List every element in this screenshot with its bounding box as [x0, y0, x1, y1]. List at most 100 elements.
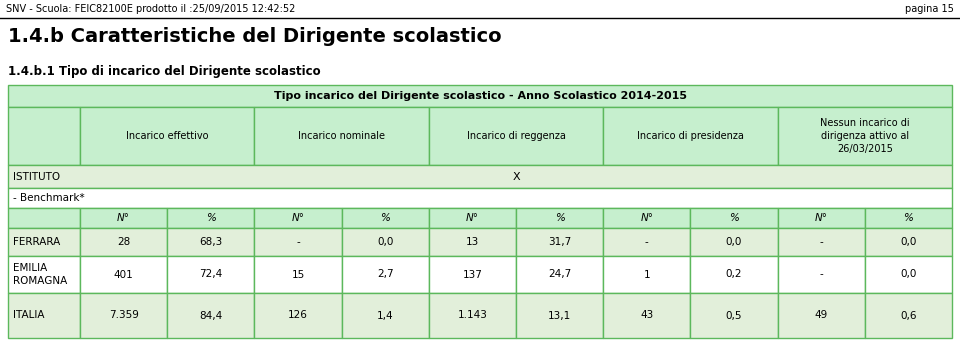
Bar	[516, 208, 603, 228]
Bar	[80, 208, 167, 228]
Bar	[603, 256, 690, 293]
Text: Incarico di reggenza: Incarico di reggenza	[467, 131, 565, 141]
Text: 126: 126	[288, 311, 308, 321]
Bar	[8, 165, 952, 188]
Bar	[8, 107, 80, 165]
Text: - Benchmark*: - Benchmark*	[13, 193, 84, 203]
Text: %: %	[205, 213, 216, 223]
Bar	[778, 256, 865, 293]
Text: ITALIA: ITALIA	[13, 311, 44, 321]
Text: 43: 43	[640, 311, 654, 321]
Bar	[80, 293, 167, 338]
Bar	[167, 256, 254, 293]
Bar	[8, 293, 80, 338]
Text: 1.143: 1.143	[458, 311, 488, 321]
Text: SNV - Scuola: FEIC82100E prodotto il :25/09/2015 12:42:52: SNV - Scuola: FEIC82100E prodotto il :25…	[6, 4, 296, 14]
Text: 0,0: 0,0	[900, 269, 917, 280]
Bar	[429, 107, 603, 165]
Text: 15: 15	[292, 269, 304, 280]
Bar	[254, 208, 342, 228]
Text: N°: N°	[117, 213, 131, 223]
Text: %: %	[380, 213, 390, 223]
Bar	[516, 256, 603, 293]
Text: Incarico effettivo: Incarico effettivo	[126, 131, 208, 141]
Bar	[254, 107, 429, 165]
Bar	[8, 208, 80, 228]
Bar	[254, 293, 342, 338]
Text: 13: 13	[466, 237, 479, 247]
Bar	[865, 228, 952, 256]
Text: 1,4: 1,4	[377, 311, 394, 321]
Bar	[516, 293, 603, 338]
Text: 7.359: 7.359	[108, 311, 138, 321]
Bar	[429, 208, 516, 228]
Text: 1: 1	[643, 269, 650, 280]
Bar	[342, 256, 429, 293]
Bar	[429, 293, 516, 338]
Text: ISTITUTO: ISTITUTO	[13, 172, 60, 181]
Bar	[778, 107, 952, 165]
Text: 0,6: 0,6	[900, 311, 917, 321]
Bar	[603, 107, 778, 165]
Bar	[690, 208, 778, 228]
Text: N°: N°	[640, 213, 654, 223]
Bar	[80, 107, 254, 165]
Bar	[254, 228, 342, 256]
Bar	[690, 228, 778, 256]
Bar	[167, 228, 254, 256]
Bar	[80, 256, 167, 293]
Text: Incarico nominale: Incarico nominale	[299, 131, 385, 141]
Bar	[865, 256, 952, 293]
Bar	[167, 208, 254, 228]
Bar	[254, 256, 342, 293]
Text: 84,4: 84,4	[199, 311, 223, 321]
Text: -: -	[819, 237, 823, 247]
Text: 401: 401	[113, 269, 133, 280]
Bar	[0, 0, 960, 18]
Text: -: -	[645, 237, 649, 247]
Text: %: %	[555, 213, 564, 223]
Bar	[8, 85, 952, 107]
Bar	[8, 256, 80, 293]
Bar	[690, 256, 778, 293]
Bar	[342, 293, 429, 338]
Text: 49: 49	[815, 311, 828, 321]
Text: N°: N°	[292, 213, 304, 223]
Text: N°: N°	[815, 213, 828, 223]
Bar	[342, 208, 429, 228]
Bar	[8, 228, 80, 256]
Text: 0,0: 0,0	[900, 237, 917, 247]
Text: FERRARA: FERRARA	[13, 237, 60, 247]
Bar	[690, 293, 778, 338]
Bar	[603, 293, 690, 338]
Bar	[778, 228, 865, 256]
Text: -: -	[296, 237, 300, 247]
Bar	[516, 228, 603, 256]
Text: %: %	[729, 213, 739, 223]
Text: 24,7: 24,7	[548, 269, 571, 280]
Text: Tipo incarico del Dirigente scolastico - Anno Scolastico 2014-2015: Tipo incarico del Dirigente scolastico -…	[274, 91, 686, 101]
Text: 1.4.b.1 Tipo di incarico del Dirigente scolastico: 1.4.b.1 Tipo di incarico del Dirigente s…	[8, 65, 321, 78]
Bar	[429, 228, 516, 256]
Text: Incarico di presidenza: Incarico di presidenza	[637, 131, 744, 141]
Bar	[342, 228, 429, 256]
Text: 137: 137	[463, 269, 482, 280]
Text: 13,1: 13,1	[548, 311, 571, 321]
Bar	[603, 228, 690, 256]
Text: 0,0: 0,0	[726, 237, 742, 247]
Bar	[8, 188, 952, 208]
Bar	[167, 293, 254, 338]
Text: 72,4: 72,4	[199, 269, 223, 280]
Bar	[865, 208, 952, 228]
Text: X: X	[513, 172, 519, 181]
Text: -: -	[819, 269, 823, 280]
Bar	[603, 208, 690, 228]
Text: 68,3: 68,3	[199, 237, 223, 247]
Text: pagina 15: pagina 15	[905, 4, 954, 14]
Text: EMILIA
ROMAGNA: EMILIA ROMAGNA	[13, 263, 67, 286]
Bar	[865, 293, 952, 338]
Text: 0,0: 0,0	[377, 237, 394, 247]
Bar	[429, 256, 516, 293]
Text: 0,2: 0,2	[726, 269, 742, 280]
Text: %: %	[903, 213, 913, 223]
